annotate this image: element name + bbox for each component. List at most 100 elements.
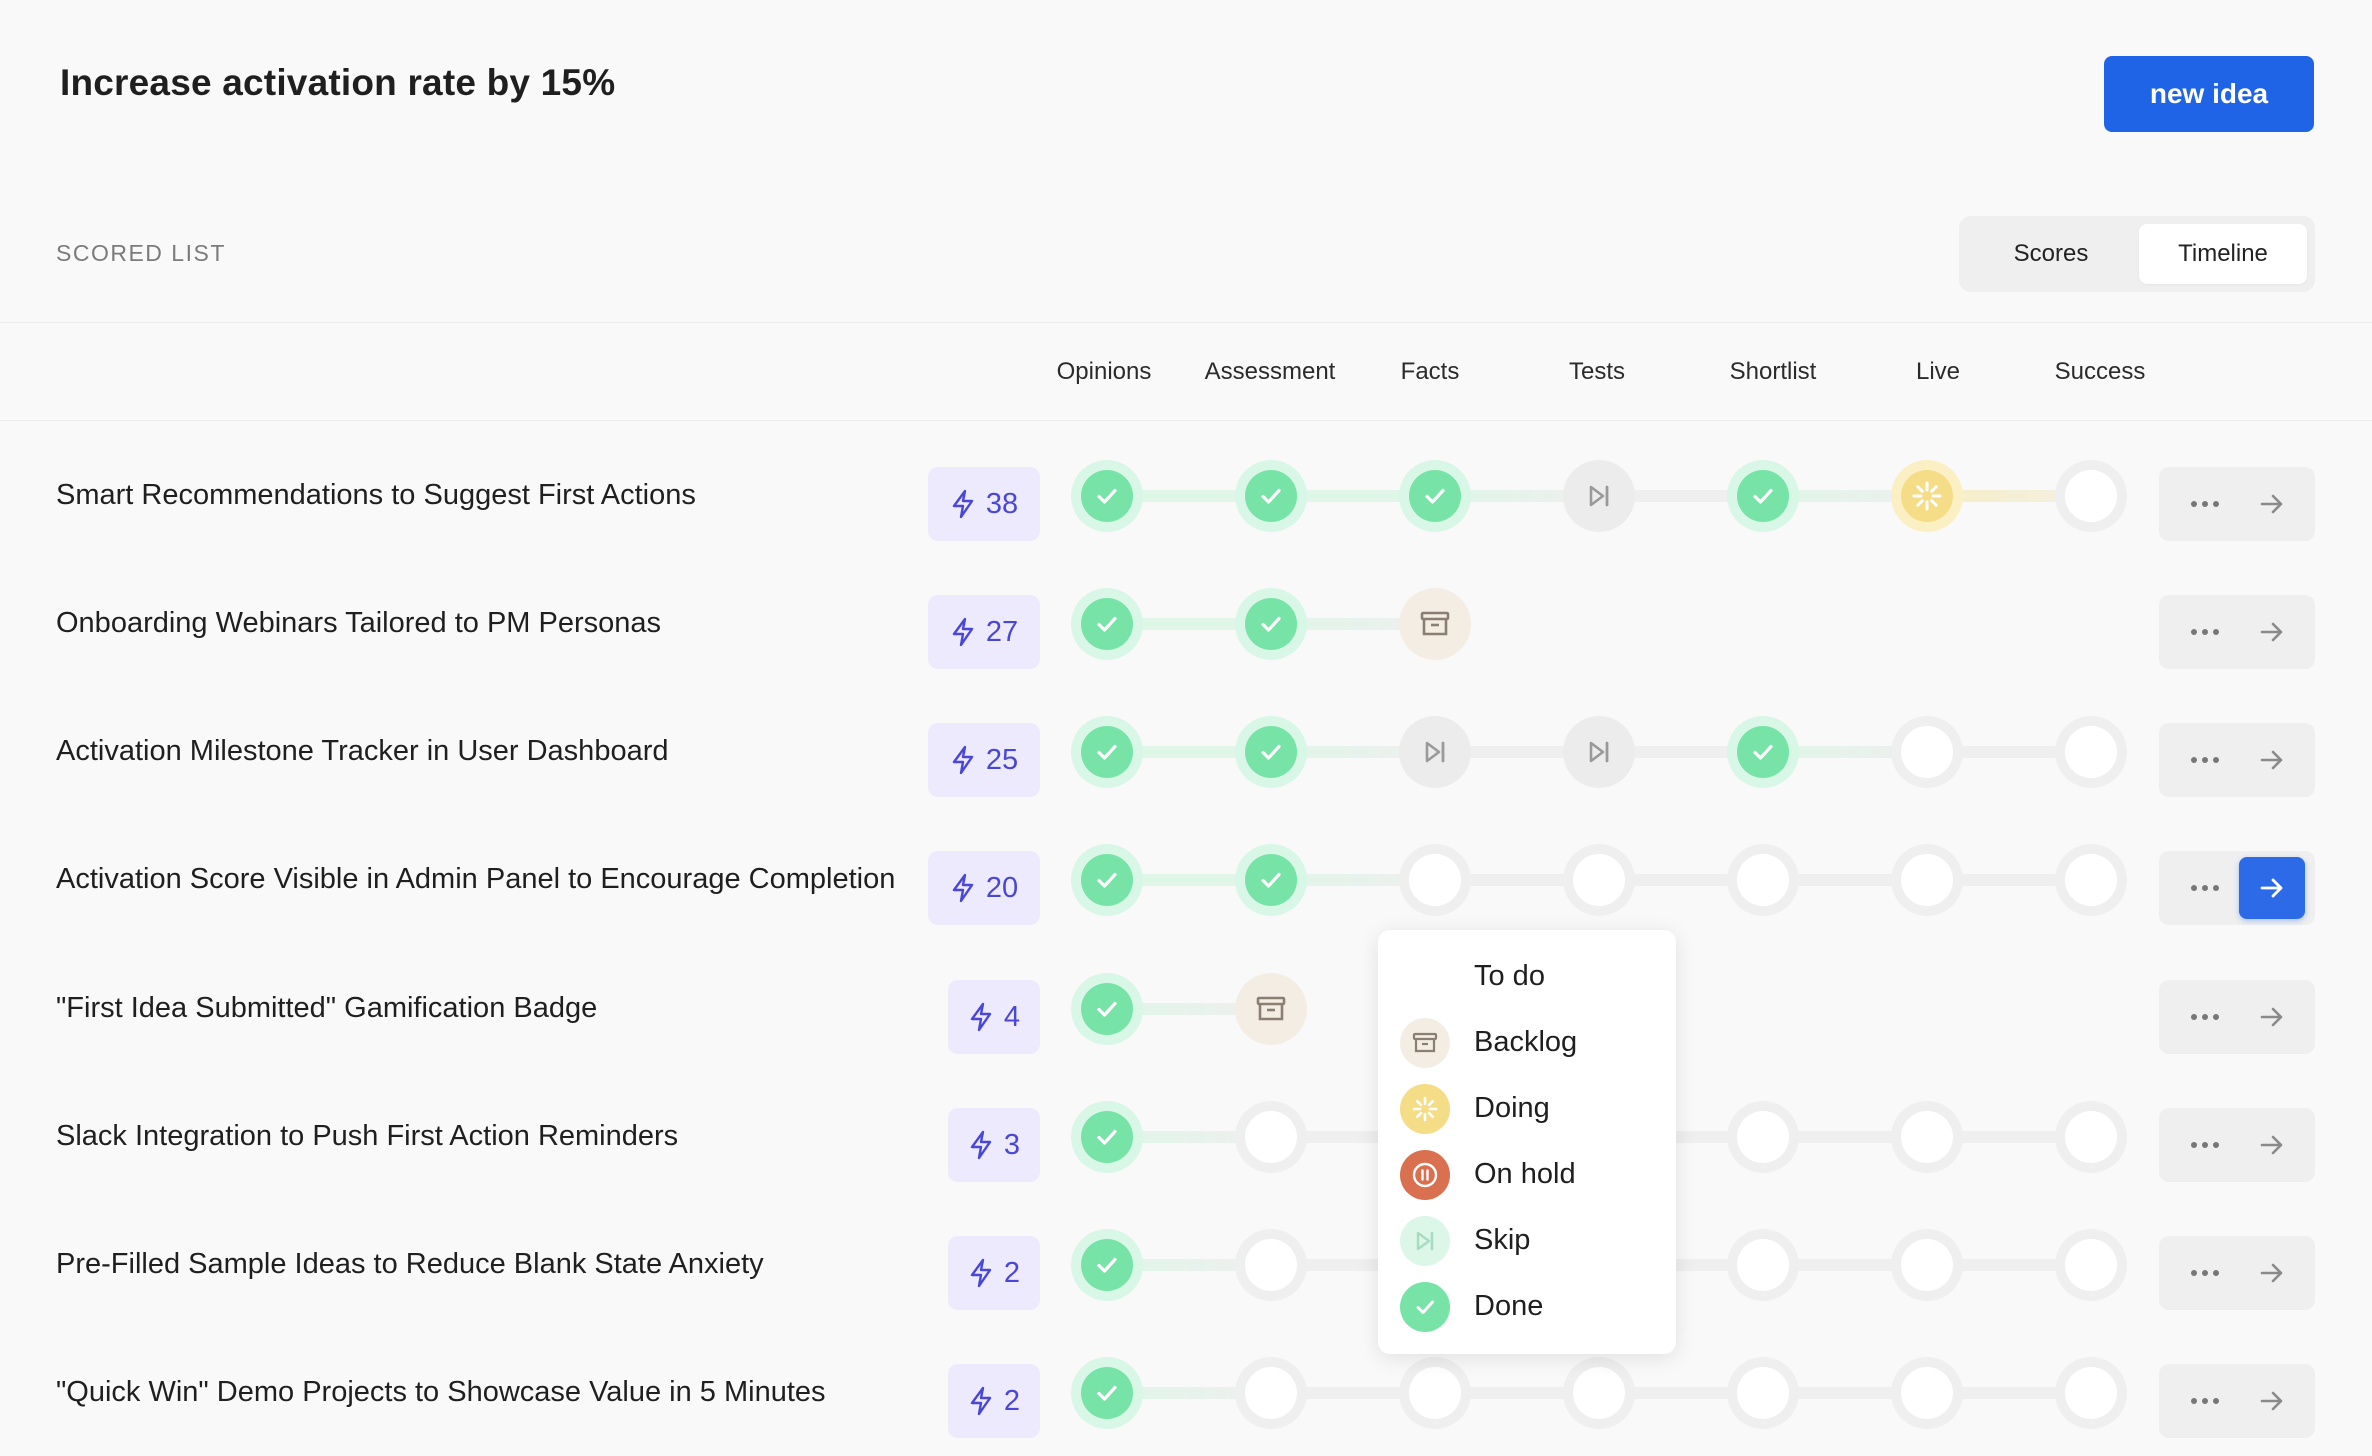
stage-done[interactable] (1071, 844, 1143, 916)
stage-done[interactable] (1235, 716, 1307, 788)
row-actions (2159, 1108, 2315, 1182)
open-arrow-icon[interactable] (2239, 986, 2305, 1048)
stage-inner (1573, 726, 1625, 778)
stage-inner (1737, 1239, 1789, 1291)
status-option-label: On hold (1474, 1157, 1576, 1190)
open-arrow-icon[interactable] (2239, 473, 2305, 535)
stage-done[interactable] (1071, 460, 1143, 532)
stage-empty[interactable] (1727, 1101, 1799, 1173)
stage-empty[interactable] (1235, 1229, 1307, 1301)
new-idea-button[interactable]: new idea (2104, 56, 2314, 132)
stage-skip[interactable] (1563, 460, 1635, 532)
stage-backlog[interactable] (1399, 588, 1471, 660)
stage-doing[interactable] (1891, 460, 1963, 532)
stage-done[interactable] (1071, 1101, 1143, 1173)
idea-title[interactable]: Activation Score Visible in Admin Panel … (56, 862, 896, 895)
stage-done[interactable] (1235, 588, 1307, 660)
idea-title[interactable]: Smart Recommendations to Suggest First A… (56, 478, 696, 511)
stage-connector (1927, 1387, 2091, 1399)
stage-inner (1737, 1111, 1789, 1163)
idea-title[interactable]: "First Idea Submitted" Gamification Badg… (56, 991, 598, 1024)
stage-empty[interactable] (1891, 1101, 1963, 1173)
more-options-icon[interactable] (2175, 1236, 2235, 1310)
idea-title[interactable]: Slack Integration to Push First Action R… (56, 1119, 679, 1152)
idea-title[interactable]: "Quick Win" Demo Projects to Showcase Va… (56, 1375, 826, 1408)
more-options-icon[interactable] (2175, 467, 2235, 541)
tab-timeline[interactable]: Timeline (2139, 224, 2307, 284)
more-options-icon[interactable] (2175, 1364, 2235, 1438)
status-option-doing[interactable]: Doing (1378, 1078, 1676, 1138)
status-option-skip[interactable]: Skip (1378, 1210, 1676, 1270)
stage-connector (1107, 618, 1271, 630)
more-options-icon[interactable] (2175, 980, 2235, 1054)
score-badge: 38 (928, 467, 1040, 541)
more-options-icon[interactable] (2175, 723, 2235, 797)
stage-empty[interactable] (1727, 1229, 1799, 1301)
stage-inner (1245, 1111, 1297, 1163)
stage-empty[interactable] (2055, 460, 2127, 532)
stage-done[interactable] (1235, 460, 1307, 532)
score-badge: 2 (948, 1236, 1040, 1310)
stage-empty[interactable] (1235, 1101, 1307, 1173)
stage-done[interactable] (1727, 716, 1799, 788)
open-arrow-icon[interactable] (2239, 1114, 2305, 1176)
stage-connector (1927, 1131, 2091, 1143)
idea-title[interactable]: Pre-Filled Sample Ideas to Reduce Blank … (56, 1247, 764, 1280)
status-option-on-hold[interactable]: On hold (1378, 1144, 1676, 1204)
stage-done[interactable] (1235, 844, 1307, 916)
more-options-icon[interactable] (2175, 595, 2235, 669)
check-icon (1747, 480, 1779, 512)
stage-done[interactable] (1071, 1357, 1143, 1429)
open-arrow-icon[interactable] (2239, 1370, 2305, 1432)
stage-inner (1409, 598, 1461, 650)
stage-connector (1927, 746, 2091, 758)
check-icon (1091, 864, 1123, 896)
status-option-backlog[interactable]: Backlog (1378, 1012, 1676, 1072)
stage-empty[interactable] (1563, 1357, 1635, 1429)
open-arrow-icon[interactable] (2239, 601, 2305, 663)
stage-empty[interactable] (2055, 844, 2127, 916)
stage-skip[interactable] (1563, 716, 1635, 788)
stage-connector (1763, 490, 1927, 502)
stage-connector (1763, 1387, 1927, 1399)
row-actions (2159, 467, 2315, 541)
stage-empty[interactable] (1891, 1357, 1963, 1429)
tab-scores[interactable]: Scores (2013, 240, 2089, 267)
stage-done[interactable] (1399, 460, 1471, 532)
open-arrow-icon[interactable] (2239, 729, 2305, 791)
stage-done[interactable] (1727, 460, 1799, 532)
stage-empty[interactable] (1399, 1357, 1471, 1429)
stage-empty[interactable] (1563, 844, 1635, 916)
stage-done[interactable] (1071, 716, 1143, 788)
more-options-icon[interactable] (2175, 1108, 2235, 1182)
stage-empty[interactable] (1727, 844, 1799, 916)
stage-empty[interactable] (1891, 844, 1963, 916)
stage-inner (2065, 1239, 2117, 1291)
stage-skip[interactable] (1399, 716, 1471, 788)
status-option-todo[interactable]: To do (1378, 946, 1676, 1006)
stage-empty[interactable] (2055, 1101, 2127, 1173)
stage-inner (1245, 1239, 1297, 1291)
stage-empty[interactable] (1891, 716, 1963, 788)
stage-empty[interactable] (2055, 1357, 2127, 1429)
stage-empty[interactable] (1891, 1229, 1963, 1301)
row-actions (2159, 1236, 2315, 1310)
stage-empty[interactable] (2055, 716, 2127, 788)
stage-empty[interactable] (1399, 844, 1471, 916)
table-row: Activation Score Visible in Admin Panel … (0, 815, 2372, 943)
stage-done[interactable] (1071, 1229, 1143, 1301)
open-arrow-icon[interactable] (2239, 1242, 2305, 1304)
archive-icon (1419, 609, 1451, 639)
status-option-done[interactable]: Done (1378, 1276, 1676, 1336)
more-options-icon[interactable] (2175, 851, 2235, 925)
idea-title[interactable]: Activation Milestone Tracker in User Das… (56, 734, 669, 767)
stage-empty[interactable] (1727, 1357, 1799, 1429)
stage-done[interactable] (1071, 588, 1143, 660)
open-arrow-icon[interactable] (2239, 857, 2305, 919)
idea-title[interactable]: Onboarding Webinars Tailored to PM Perso… (56, 606, 662, 639)
stage-header-opinions: Opinions (1056, 358, 1152, 385)
stage-backlog[interactable] (1235, 973, 1307, 1045)
stage-done[interactable] (1071, 973, 1143, 1045)
stage-empty[interactable] (1235, 1357, 1307, 1429)
stage-empty[interactable] (2055, 1229, 2127, 1301)
